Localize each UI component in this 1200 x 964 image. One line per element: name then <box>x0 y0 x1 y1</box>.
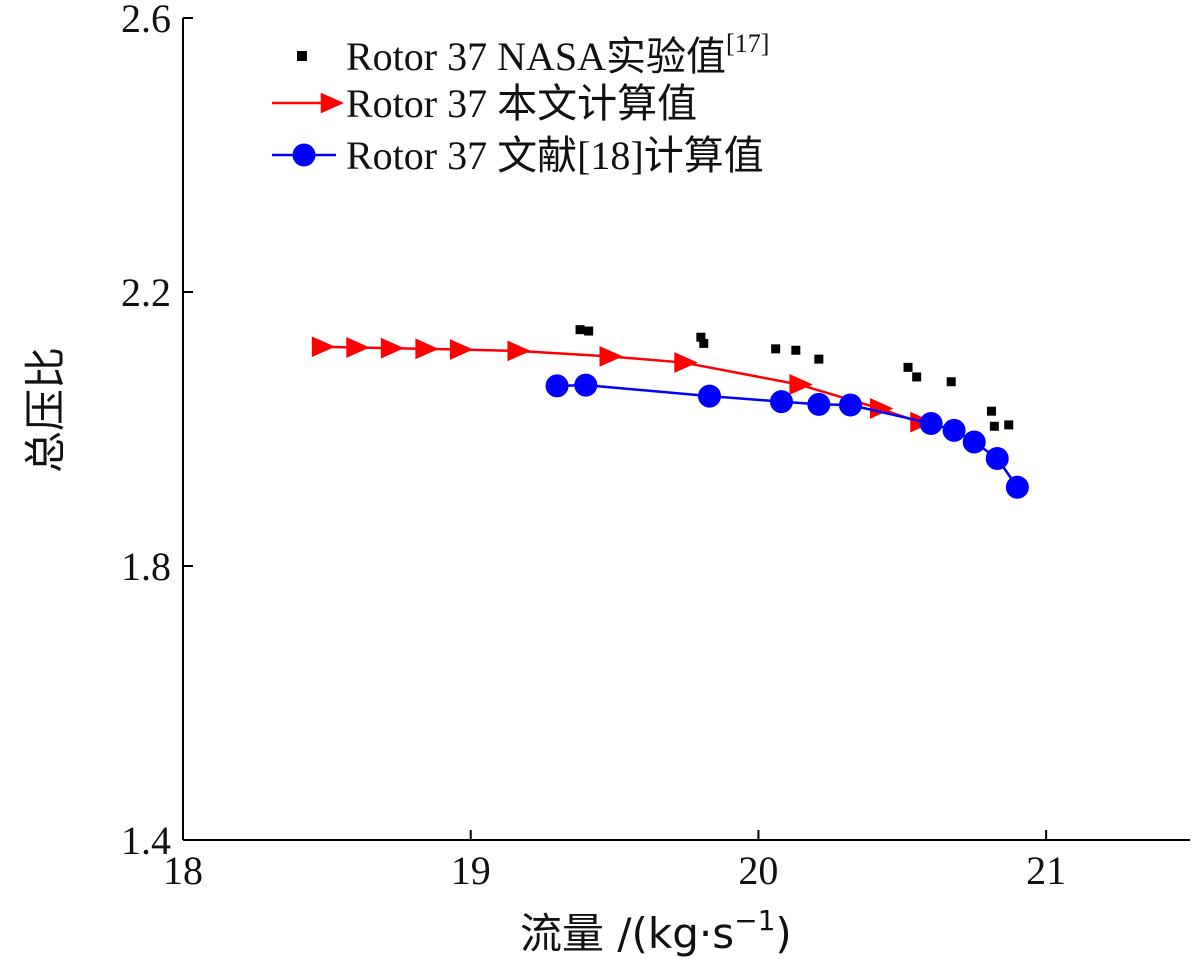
series-0 <box>575 325 1014 431</box>
data-point-square <box>989 421 999 431</box>
data-point-circle <box>985 446 1009 470</box>
data-point-triangle <box>346 337 370 358</box>
data-point-square <box>791 345 801 355</box>
x-tick-label: 21 <box>1026 848 1066 893</box>
data-point-triangle <box>415 338 439 360</box>
data-point-circle <box>1005 475 1029 499</box>
data-point-square <box>946 377 956 387</box>
plot-area <box>311 325 1029 499</box>
data-point-triangle <box>599 346 623 367</box>
data-point-square <box>297 51 307 61</box>
data-point-square <box>575 325 585 335</box>
data-point-square <box>912 372 922 382</box>
data-point-circle <box>919 412 943 436</box>
data-point-square <box>814 354 824 364</box>
data-point-square <box>584 326 594 336</box>
x-axis-title-sup: −1 <box>734 904 775 937</box>
data-point-square <box>699 338 709 348</box>
data-point-square <box>903 362 913 372</box>
data-point-circle <box>545 374 569 398</box>
data-point-triangle <box>869 398 894 419</box>
data-point-triangle <box>789 374 813 395</box>
y-tick-label: 2.6 <box>121 0 171 41</box>
x-axis-title: 流量 /(kg·s−1) <box>520 904 792 958</box>
data-point-circle <box>769 390 793 414</box>
y-tick-label: 1.8 <box>121 544 171 589</box>
data-point-triangle <box>380 337 405 359</box>
x-tick-label: 18 <box>163 848 203 893</box>
legend-label: Rotor 37 文献[18]计算值 <box>346 133 764 178</box>
data-point-circle <box>942 418 966 442</box>
axes <box>182 18 1190 841</box>
data-point-triangle <box>311 336 336 358</box>
ticks: 18 19 20 21 1.4 1.8 2.2 2.6 <box>121 0 1066 893</box>
x-axis-title-main: 流量 /(kg·s <box>520 909 734 958</box>
data-point-circle <box>807 392 831 416</box>
data-point-circle <box>292 143 316 167</box>
data-point-circle <box>698 384 722 408</box>
data-point-circle <box>574 373 598 397</box>
legend-item-1: Rotor 37 本文计算值 <box>272 81 697 126</box>
legend-item-2: Rotor 37 文献[18]计算值 <box>272 133 764 178</box>
data-point-circle <box>838 393 862 417</box>
y-tick-label: 2.2 <box>121 270 171 315</box>
legend-item-0: Rotor 37 NASA实验值[17] <box>297 29 769 79</box>
data-point-square <box>771 344 781 354</box>
data-point-square <box>696 332 706 342</box>
data-point-square <box>986 406 996 416</box>
x-axis-title-close: ) <box>775 909 791 958</box>
y-axis-title: 总压比 <box>21 347 70 473</box>
data-point-triangle <box>507 340 531 362</box>
legend-label-sup: [17] <box>726 29 769 58</box>
legend-label: Rotor 37 本文计算值 <box>346 81 697 126</box>
x-tick-label: 20 <box>738 848 778 893</box>
legend: Rotor 37 NASA实验值[17]Rotor 37 本文计算值 Rotor … <box>272 29 769 178</box>
x-tick-label: 19 <box>451 848 491 893</box>
y-tick-label: 1.4 <box>121 818 171 863</box>
data-point-triangle <box>320 92 345 114</box>
data-point-triangle <box>674 352 698 373</box>
data-point-circle <box>962 430 986 454</box>
series-1 <box>311 336 934 433</box>
data-point-triangle <box>449 339 474 360</box>
series-2 <box>545 373 1029 499</box>
data-point-square <box>1004 420 1014 430</box>
legend-label: Rotor 37 NASA实验值[17] <box>346 29 769 79</box>
series-line <box>321 345 920 424</box>
